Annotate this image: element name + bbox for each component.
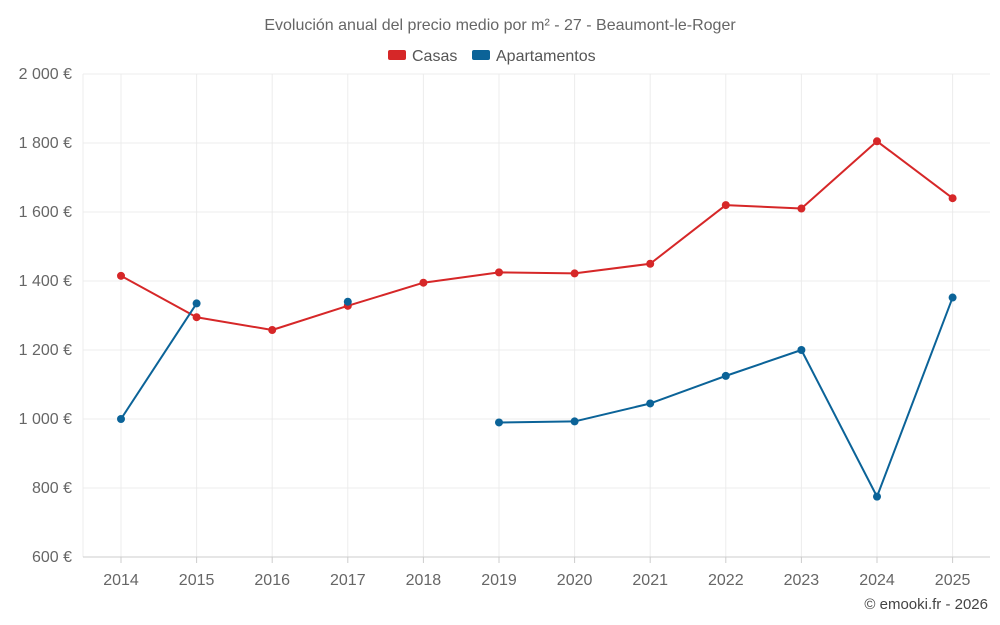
data-point-apartamentos[interactable] — [570, 417, 579, 426]
y-tick-label: 2 000 € — [19, 66, 72, 83]
data-point-casas[interactable] — [192, 313, 201, 322]
y-tick-label: 800 € — [32, 480, 72, 497]
legend-label-apartamentos: Apartamentos — [496, 48, 596, 65]
data-point-casas[interactable] — [495, 268, 503, 277]
data-point-apartamentos[interactable] — [495, 418, 503, 427]
data-point-apartamentos[interactable] — [721, 371, 730, 380]
credit-text[interactable]: © emooki.fr - 2026 — [864, 596, 988, 613]
legend-item-casas[interactable]: Casas — [388, 48, 457, 65]
series-line-apartamentos — [120, 302, 198, 420]
series-casas — [117, 137, 957, 334]
data-point-casas[interactable] — [797, 204, 806, 213]
legend-swatch-apartamentos — [472, 50, 490, 60]
legend-swatch-casas — [388, 50, 406, 60]
x-tick-label: 2015 — [179, 572, 215, 589]
series — [117, 137, 957, 501]
x-tick-label: 2020 — [557, 572, 593, 589]
x-tick-label: 2024 — [859, 572, 895, 589]
x-tick-label: 2017 — [330, 572, 366, 589]
data-point-casas[interactable] — [268, 325, 277, 334]
data-point-apartamentos[interactable] — [192, 299, 201, 308]
data-point-casas[interactable] — [117, 271, 125, 280]
series-apartamentos — [117, 293, 957, 501]
data-point-apartamentos[interactable] — [948, 293, 957, 302]
series-line-casas — [120, 140, 954, 331]
x-tick-label: 2021 — [632, 572, 668, 589]
x-tick-label: 2019 — [481, 572, 517, 589]
data-point-casas[interactable] — [873, 137, 881, 146]
y-tick-label: 1 400 € — [19, 273, 72, 290]
data-point-apartamentos[interactable] — [797, 346, 806, 354]
y-tick-label: 600 € — [32, 549, 72, 566]
chart-title: Evolución anual del precio medio por m² … — [264, 17, 736, 34]
legend-label-casas: Casas — [412, 48, 457, 65]
x-tick-label: 2023 — [784, 572, 820, 589]
x-tick-label: 2022 — [708, 572, 744, 589]
data-point-apartamentos[interactable] — [343, 297, 352, 306]
data-point-apartamentos[interactable] — [873, 492, 881, 501]
y-tick-label: 1 600 € — [19, 204, 72, 221]
legend-item-apartamentos[interactable]: Apartamentos — [472, 48, 596, 65]
axes: 600 € 800 € 1 000 € 1 200 € 1 400 € 1 600 € 1 … — [19, 66, 990, 589]
y-tick-label: 1 200 € — [19, 342, 72, 359]
data-point-casas[interactable] — [419, 278, 428, 287]
data-point-apartamentos[interactable] — [646, 399, 655, 408]
data-point-casas[interactable] — [721, 201, 730, 210]
x-tick-label: 2025 — [935, 572, 971, 589]
data-point-casas[interactable] — [646, 259, 655, 268]
x-tick-label: 2014 — [103, 572, 139, 589]
data-point-casas[interactable] — [570, 269, 579, 278]
data-point-apartamentos[interactable] — [117, 415, 125, 423]
x-tick-label: 2016 — [254, 572, 290, 589]
y-tick-label: 1 800 € — [19, 135, 72, 152]
y-tick-label: 1 000 € — [19, 411, 72, 428]
grid — [83, 73, 990, 557]
x-tick-label: 2018 — [406, 572, 442, 589]
legend[interactable]: Casas Apartamentos — [388, 48, 596, 65]
data-point-casas[interactable] — [948, 194, 957, 203]
